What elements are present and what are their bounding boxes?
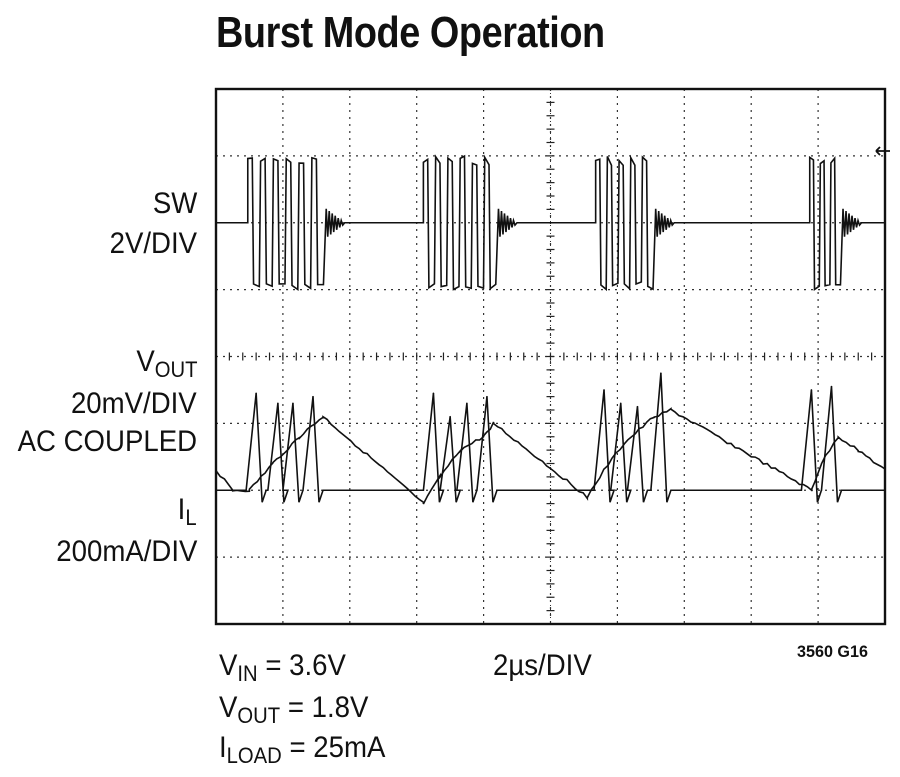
- graticule-grid: [215, 88, 886, 625]
- figure-id: 3560 G16: [797, 642, 868, 661]
- vout-channel-name: VOUT: [136, 344, 197, 388]
- vin-main: V: [219, 649, 238, 682]
- il-peak-point: [277, 402, 279, 405]
- traces: [215, 154, 886, 505]
- il-channel-name: IL: [178, 492, 197, 536]
- vout-trace: [215, 407, 886, 505]
- il-peak-point: [636, 405, 639, 408]
- vout-cond-sub: OUT: [237, 703, 281, 728]
- vin-sub: IN: [237, 661, 258, 686]
- il-peak-point: [432, 392, 435, 395]
- il-channel-scale: 200mA/DIV: [55, 535, 197, 568]
- condition-iload: ILOAD = 25mA: [219, 730, 385, 774]
- il-name-main: I: [178, 493, 186, 526]
- il-trace: [216, 373, 885, 503]
- chart-title: Burst Mode Operation: [216, 8, 605, 57]
- il-peak-point: [660, 372, 662, 375]
- timebase-label: 2µs/DIV: [493, 649, 592, 682]
- vout-name-sub: OUT: [154, 357, 197, 382]
- il-peak-point: [830, 385, 833, 388]
- vout-coupling-note: AC COUPLED: [17, 425, 197, 458]
- vin-value: = 3.6V: [257, 649, 346, 682]
- vout-cond-value: = 1.8V: [280, 691, 369, 724]
- il-peak-point: [603, 389, 605, 391]
- vout-cond-main: V: [219, 691, 238, 724]
- il-peak-point: [255, 392, 257, 395]
- il-peak-point: [292, 402, 294, 405]
- il-peak-point: [486, 395, 488, 398]
- iload-value: = 25mA: [281, 731, 386, 764]
- sw-trace: [216, 154, 885, 292]
- sw-channel-scale: 2V/DIV: [109, 227, 197, 260]
- trigger-arrow-icon: [875, 146, 890, 156]
- condition-vout: VOUT = 1.8V: [219, 690, 368, 734]
- il-peak-point: [312, 395, 314, 398]
- il-peak-point: [449, 415, 451, 418]
- il-name-sub: L: [185, 505, 197, 530]
- vout-name-main: V: [135, 345, 155, 378]
- il-peak-point: [810, 389, 813, 391]
- il-peak-point: [619, 402, 622, 405]
- il-peak-point: [466, 402, 468, 405]
- vout-channel-scale: 20mV/DIV: [71, 387, 197, 420]
- iload-main: I: [219, 731, 227, 764]
- plot-frame: [214, 87, 887, 626]
- condition-vin: VIN = 3.6V: [219, 648, 346, 692]
- sw-channel-name: SW: [152, 187, 197, 220]
- iload-sub: LOAD: [226, 743, 282, 768]
